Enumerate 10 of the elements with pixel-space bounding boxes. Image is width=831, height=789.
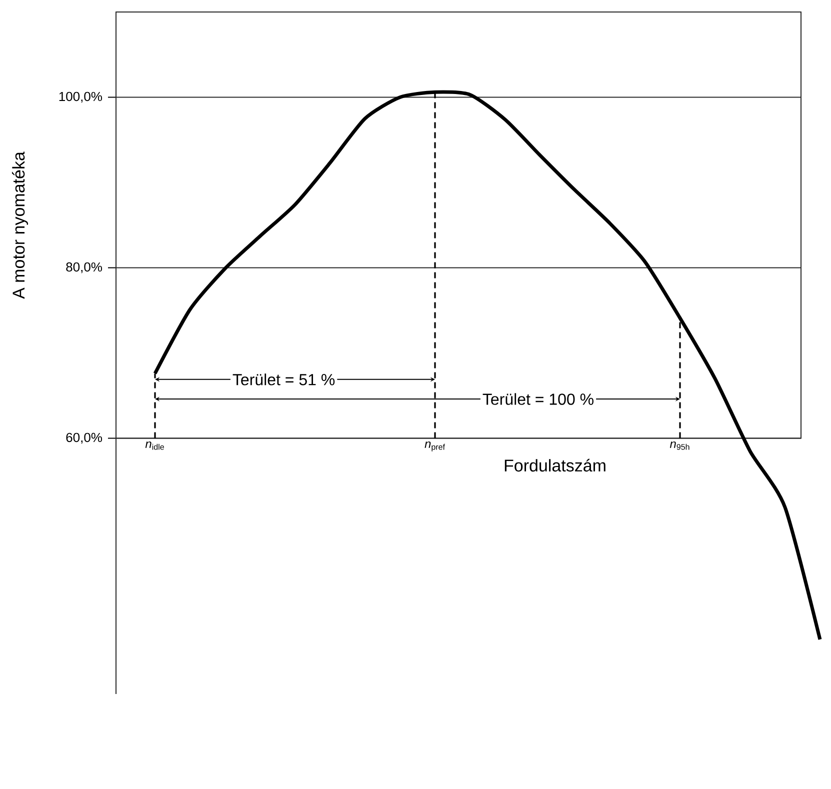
y-tick-label: 60,0% xyxy=(66,432,102,444)
annotation: Terület = 51 % xyxy=(232,374,335,386)
x-axis-title: Fordulatszám xyxy=(504,458,606,472)
y-axis-title: A motor nyomatéka xyxy=(12,152,28,299)
x-tick-label: n$_{95h}$ xyxy=(670,441,690,450)
y-tick-label: 100,0% xyxy=(59,92,102,103)
x-tick-label: n$_{pref}$ xyxy=(424,441,445,452)
y-tick-label: 80,0% xyxy=(66,262,102,274)
x-tick-label: n$_{idle}$ xyxy=(145,441,164,450)
annotation: Terület = 100 % xyxy=(482,393,594,405)
